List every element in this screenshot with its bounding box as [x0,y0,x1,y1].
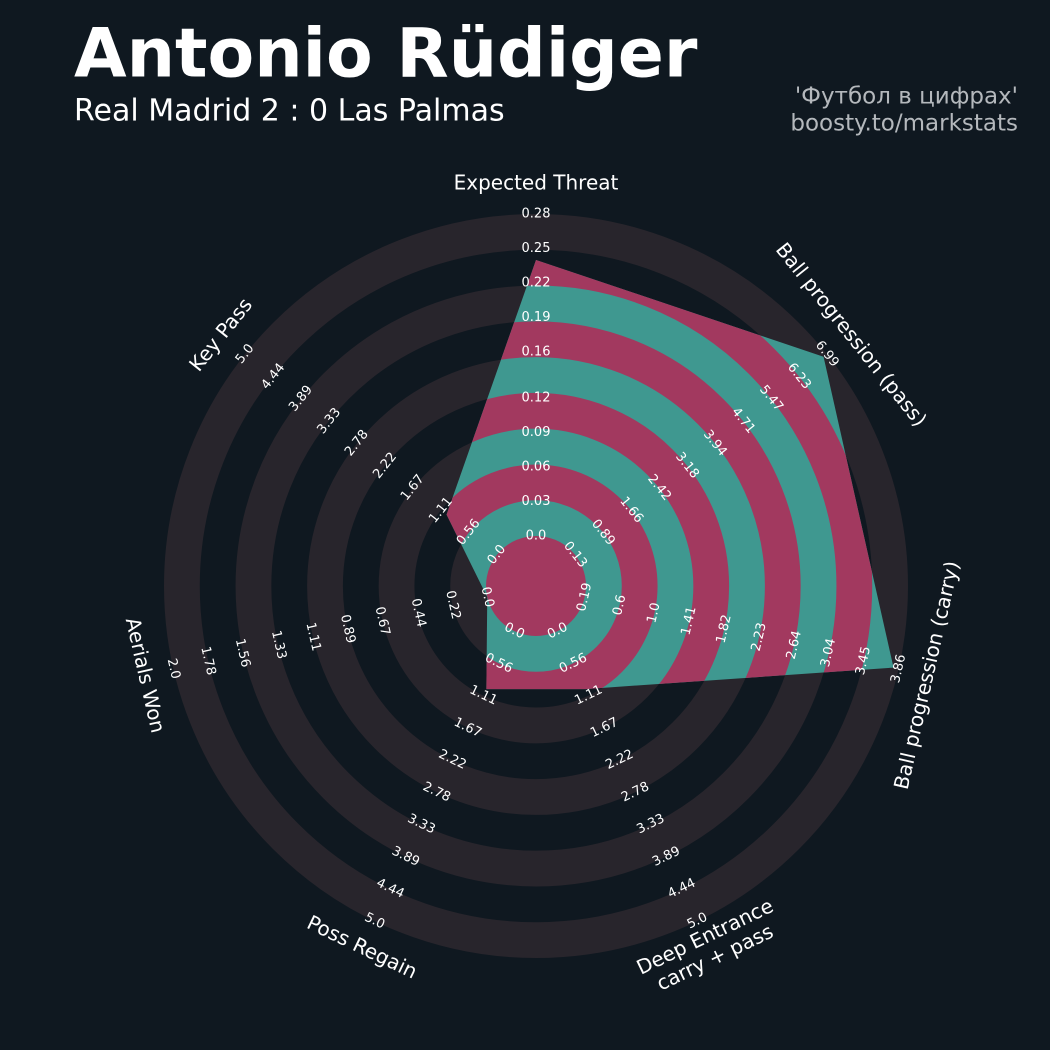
radar-band [486,536,586,636]
tick-label: 0.44 [408,597,429,629]
ring-band [163,213,909,959]
tick-label: 0.19 [574,581,595,613]
tick-label: 0.09 [522,425,551,440]
tick-label: 2.0 [164,657,183,681]
radar-band [446,392,730,690]
tick-label: 0.03 [522,494,551,509]
tick-label: 0.22 [522,276,551,291]
radar-band [446,321,801,690]
radar-bands [446,260,873,690]
tick-label: 0.0 [478,585,497,609]
radar-band [446,260,873,690]
tick-label: 0.67 [372,605,393,637]
param-label: Expected Threat [454,171,619,195]
tick-label: 0.0 [526,529,547,544]
tick-label: 0.06 [522,460,551,475]
radar [446,260,894,690]
tick-label: 1.11 [302,621,323,653]
tick-label: 1.33 [268,629,289,661]
tick-label: 0.22 [442,589,463,621]
chart-title: Antonio Rüdiger [74,15,698,94]
tick-label: 0.6 [610,593,629,617]
tick-label: 1.56 [232,637,253,669]
tick-label: 1.82 [714,613,735,645]
credit: 'Футбол в цифрах' [795,84,1018,110]
tick-label: 0.28 [522,207,551,222]
tick-label: 2.64 [784,629,805,661]
tick-label: 0.89 [337,613,358,645]
tick-label: 0.12 [522,391,551,406]
tick-label: 0.19 [522,310,551,325]
tick-label: 3.04 [818,637,839,669]
tick-label: 3.45 [853,645,874,677]
chart-subtitle: Real Madrid 2 : 0 Las Palmas [74,94,505,129]
radar-band [446,464,658,690]
tick-label: 2.23 [749,621,770,653]
tick-label: 1.78 [197,645,218,677]
tick-label: 1.41 [679,605,700,637]
tick-label: 0.25 [522,241,551,256]
tick-label: 1.0 [644,601,663,625]
tick-label: 0.16 [522,345,551,360]
credit: boosty.to/markstats [790,111,1018,137]
tick-label: 3.86 [888,653,909,685]
